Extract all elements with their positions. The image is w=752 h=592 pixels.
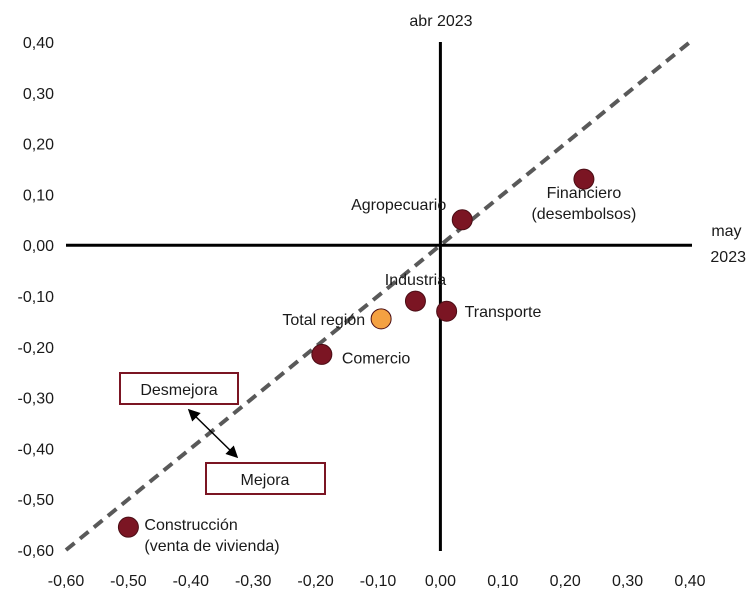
y-tick-label: 0,10 xyxy=(23,187,54,204)
x-tick-label: 0,20 xyxy=(550,573,581,590)
y-tick-labels: -0,60 -0,50 -0,40 -0,30 -0,20 -0,10 0,00 0,10 0,… xyxy=(18,35,55,560)
y-tick-label: -0,40 xyxy=(18,441,55,458)
data-point xyxy=(370,308,392,330)
x-axis-title-line-2: 2023 xyxy=(710,249,746,266)
data-points xyxy=(117,168,595,538)
data-point xyxy=(404,290,426,312)
data-point xyxy=(117,516,139,538)
y-tick-label: 0,00 xyxy=(23,238,54,255)
y-tick-label: -0,30 xyxy=(18,391,55,408)
x-tick-labels: -0,60 -0,50 -0,40 -0,30 -0,20 -0,10 0,00 0,10 0,… xyxy=(48,573,706,590)
x-tick-label: -0,30 xyxy=(235,573,272,590)
data-point-label: Agropecuario xyxy=(351,197,446,214)
y-tick-label: 0,30 xyxy=(23,86,54,103)
x-axis-title-line-1: may xyxy=(711,223,741,240)
x-tick-label: -0,10 xyxy=(360,573,397,590)
data-point-label: Comercio xyxy=(342,350,411,367)
y-tick-label: 0,40 xyxy=(23,35,54,52)
x-tick-label: 0,40 xyxy=(674,573,705,590)
y-tick-label: -0,20 xyxy=(18,340,55,357)
x-tick-label: 0,10 xyxy=(487,573,518,590)
data-point xyxy=(311,343,333,365)
x-tick-label: -0,60 xyxy=(48,573,85,590)
y-tick-label: -0,10 xyxy=(18,289,55,306)
x-tick-label: -0,40 xyxy=(173,573,210,590)
x-axis-title: may 2023 xyxy=(710,223,746,266)
data-point-label: Industria xyxy=(385,272,446,289)
y-tick-label: -0,60 xyxy=(18,543,55,560)
y-axis-title: abr 2023 xyxy=(409,13,472,30)
data-point-label: Financiero (desembolsos) xyxy=(531,185,636,223)
data-point-labels: Agropecuario Financiero (desembolsos) Indus… xyxy=(144,185,636,555)
x-tick-label: 0,30 xyxy=(612,573,643,590)
data-point xyxy=(573,168,595,190)
y-tick-label: 0,20 xyxy=(23,137,54,154)
mejora-box: Mejora xyxy=(205,462,326,495)
x-tick-label: 0,00 xyxy=(425,573,456,590)
reference-diagonal-line xyxy=(64,40,692,552)
x-tick-label: -0,50 xyxy=(110,573,147,590)
data-point-label: Total región xyxy=(282,312,365,329)
data-point-label: Construcción (venta de vivienda) xyxy=(144,517,279,555)
direction-arrow xyxy=(187,408,239,459)
data-point-label: Transporte xyxy=(465,304,542,321)
x-tick-label: -0,20 xyxy=(297,573,334,590)
desmejora-label: Desmejora xyxy=(140,382,217,399)
mejora-label: Mejora xyxy=(241,472,290,489)
data-point xyxy=(451,209,473,231)
desmejora-box: Desmejora xyxy=(119,372,239,405)
data-point xyxy=(436,300,458,322)
y-tick-label: -0,50 xyxy=(18,492,55,509)
